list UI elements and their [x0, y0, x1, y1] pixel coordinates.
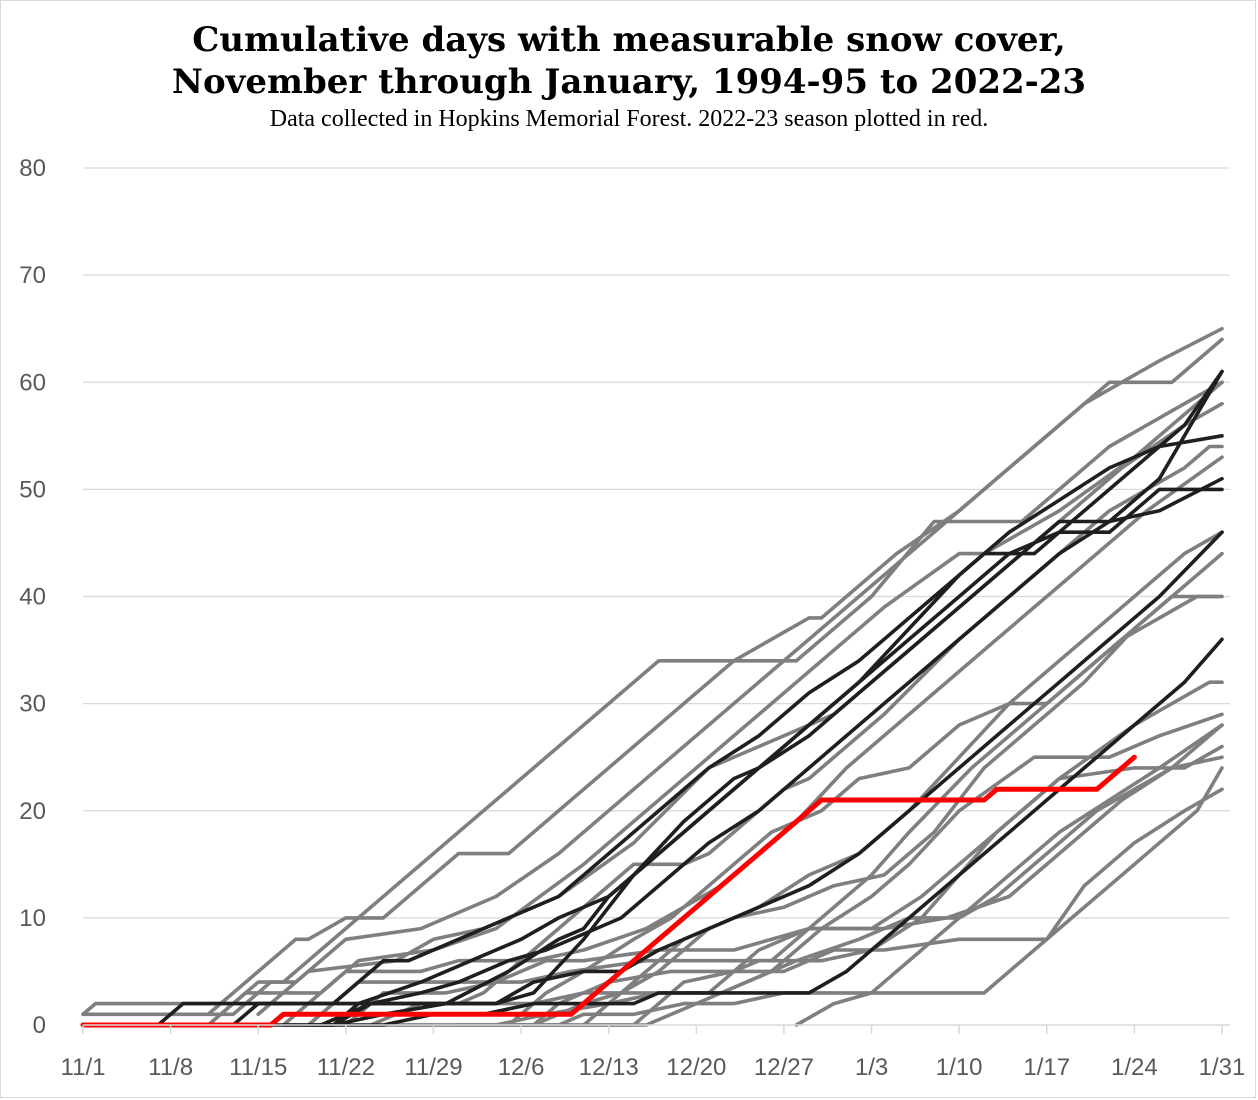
series-line-21	[231, 433, 1224, 1027]
grid-layer	[83, 167, 1230, 919]
y-tick-label-10: 10	[19, 905, 46, 932]
x-tick-label-1-10: 1/10	[936, 1054, 983, 1081]
x-tick-label-12-13: 12/13	[579, 1054, 639, 1081]
axis-layer: 0 10 20 30 40 50 60 70 80 11/1 11/8 11/15 11/22 11/29…	[19, 155, 1245, 1081]
y-tick-label-30: 30	[19, 691, 46, 718]
x-tick-label-11-8: 11/8	[148, 1054, 193, 1081]
x-tick-label-1-24: 1/24	[1111, 1054, 1158, 1081]
x-tick-label-1-17: 1/17	[1023, 1054, 1070, 1081]
series-line-22	[256, 476, 1224, 1027]
dark-series-layer	[156, 369, 1224, 1027]
chart-title-line-2: November through January, 1994-95 to 202…	[171, 62, 1087, 102]
chart-title-line-1: Cumulative days with measurable snow cov…	[192, 20, 1066, 60]
y-tick-label-60: 60	[19, 369, 46, 396]
chart-subtitle: Data collected in Hopkins Memorial Fores…	[269, 106, 989, 132]
y-tick-label-70: 70	[19, 262, 46, 289]
series-line-26	[331, 487, 1224, 1027]
series-line-19	[794, 723, 1224, 1027]
light-series-layer	[81, 326, 1224, 1027]
series-line-6	[256, 401, 1224, 1017]
x-tick-label-12-6: 12/6	[498, 1054, 545, 1081]
series-line-15	[494, 766, 1224, 1027]
y-tick-label-20: 20	[19, 798, 46, 825]
series-line-16	[506, 594, 1224, 1027]
series-line-25	[318, 530, 1224, 1027]
series-line-5	[218, 337, 1224, 1017]
y-tick-label-50: 50	[19, 476, 46, 503]
x-tick-label-11-29: 11/29	[404, 1054, 462, 1081]
series-line-14	[469, 787, 1224, 1027]
y-tick-label-80: 80	[19, 155, 46, 182]
series-line-11	[381, 755, 1224, 1027]
x-tick-label-1-3: 1/3	[855, 1054, 888, 1081]
series-line-10	[369, 712, 1224, 1027]
series-line-4	[206, 380, 1224, 1017]
x-tick-label-11-22: 11/22	[317, 1054, 375, 1081]
x-tick-label-12-27: 12/27	[754, 1054, 814, 1081]
series-line-12	[394, 744, 1224, 1027]
x-tick-label-11-15: 11/15	[229, 1054, 287, 1081]
series-line-2022-23	[80, 754, 1137, 1028]
highlight-series-layer	[80, 754, 1137, 1028]
x-tick-label-1-31: 1/31	[1199, 1054, 1246, 1081]
x-tick-label-12-20: 12/20	[666, 1054, 726, 1081]
x-tick-label-11-1: 11/1	[61, 1054, 106, 1081]
y-tick-label-0: 0	[33, 1012, 46, 1039]
series-line-9	[343, 680, 1224, 1027]
y-tick-label-40: 40	[19, 584, 46, 611]
